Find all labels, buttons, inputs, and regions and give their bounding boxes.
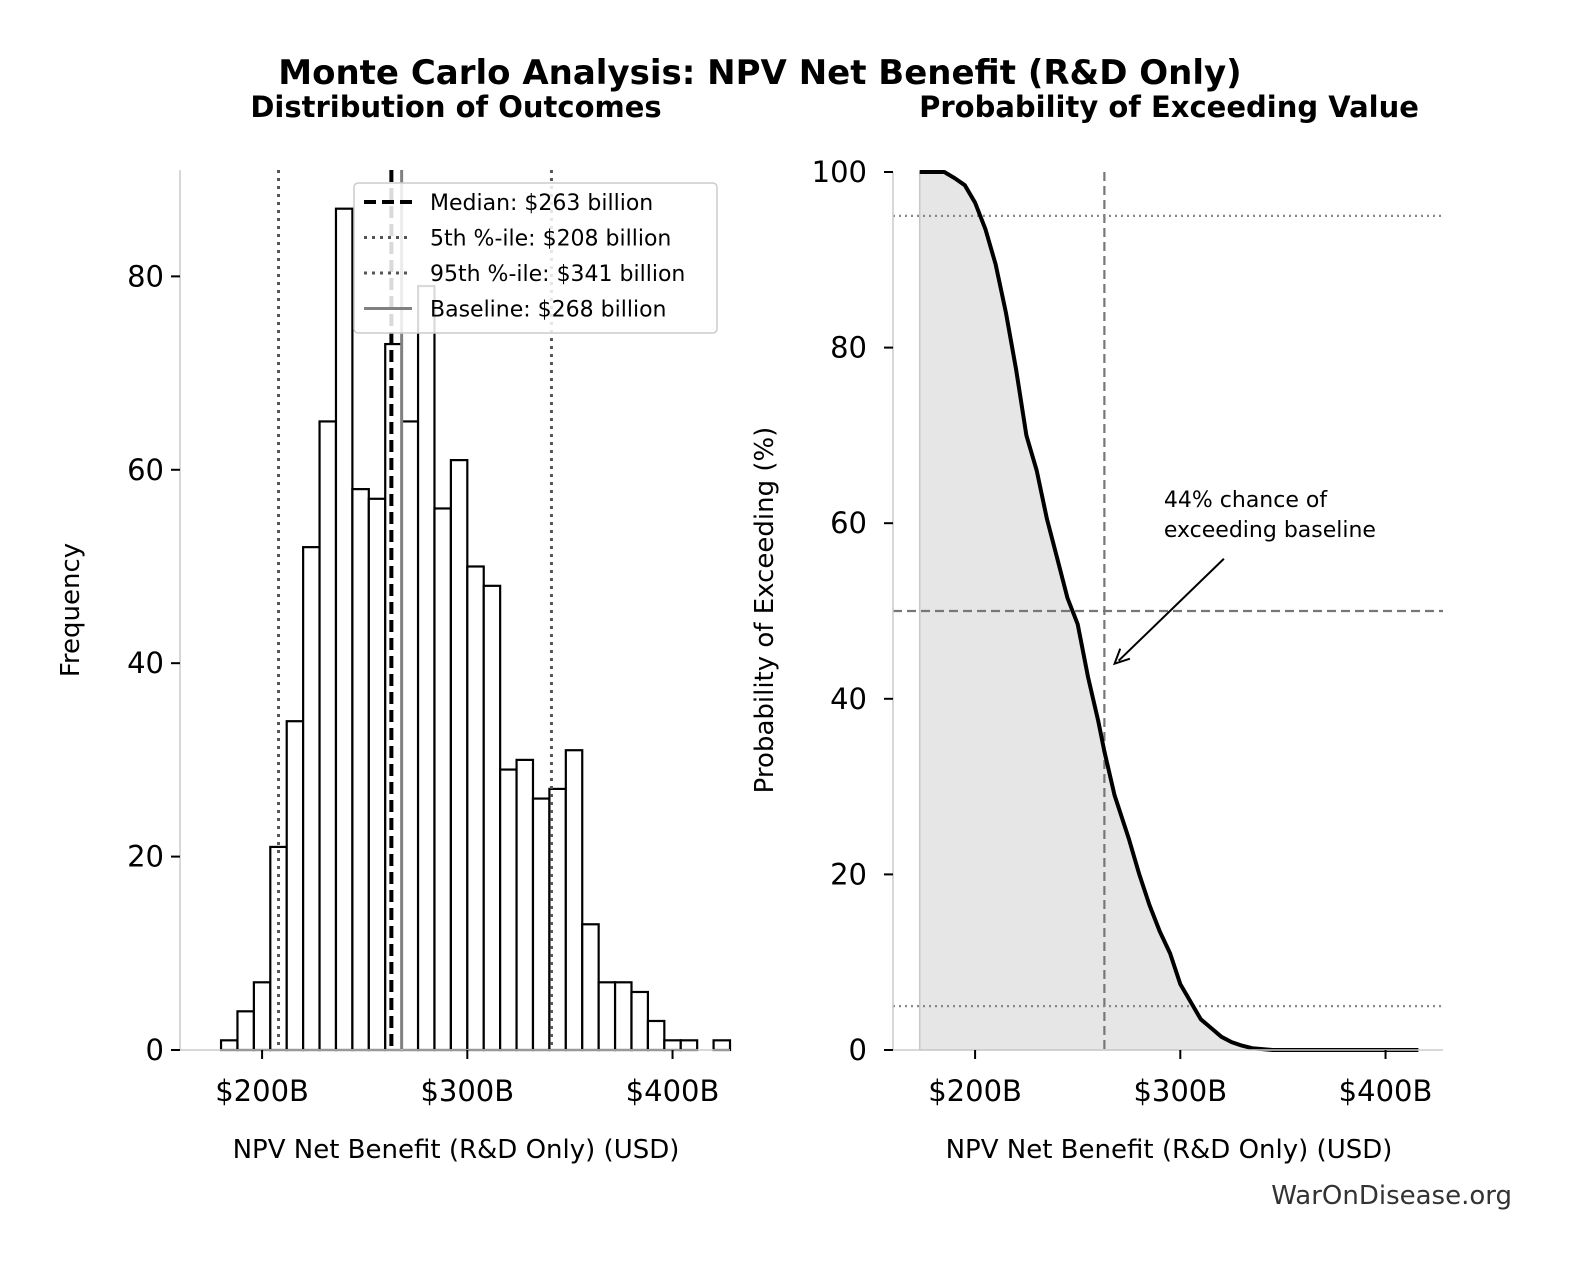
histogram-legend: Median: $263 billion 5th %-ile: $208 bill… <box>353 182 718 334</box>
histogram-bar <box>351 488 370 1052</box>
histogram-bar <box>252 981 272 1052</box>
exceedance-chart: Probability of Exceeding Value 0 20 40 60 80… <box>750 90 1443 1165</box>
histogram-legend-label: 95th %-ile: $341 billion <box>430 262 685 287</box>
histogram-bar <box>613 981 633 1052</box>
histogram-legend-label: 5th %-ile: $208 billion <box>430 227 671 252</box>
exceedance-xtick-label: $300B <box>1133 1074 1227 1108</box>
histogram-ytick-label: 0 <box>146 1033 164 1067</box>
histogram-bar <box>482 584 502 1052</box>
histogram-bar <box>663 1039 682 1052</box>
histogram-bar <box>400 420 420 1052</box>
histogram-bar <box>334 207 354 1052</box>
exceedance-ytick-label: 100 <box>812 155 867 189</box>
watermark: WarOnDisease.org <box>1271 1181 1512 1211</box>
exceedance-annotation: 44% chance of exceeding baseline <box>1112 488 1376 666</box>
exceedance-annotation-text: exceeding baseline <box>1164 518 1376 543</box>
exceedance-annotation-arrow <box>1117 558 1225 662</box>
histogram-title: Distribution of Outcomes <box>250 90 661 124</box>
exceedance-xtick-label: $400B <box>1339 1074 1433 1108</box>
histogram-bar <box>219 1039 239 1052</box>
exceedance-xtick-label: $200B <box>928 1074 1022 1108</box>
exceedance-annotation-arrowhead <box>1112 648 1131 666</box>
exceedance-ytick-label: 60 <box>830 506 867 540</box>
histogram-bar <box>433 507 452 1052</box>
histogram-bar <box>367 497 387 1052</box>
histogram-bar <box>236 1010 255 1052</box>
histogram-ytick-label: 80 <box>127 259 164 293</box>
exceedance-ytick-label: 80 <box>830 331 867 365</box>
exceedance-ylabel: Probability of Exceeding (%) <box>750 427 780 794</box>
exceedance-ytick-label: 20 <box>830 857 867 891</box>
exceedance-ytick-label: 40 <box>830 682 867 716</box>
histogram-bar <box>679 1039 699 1052</box>
histogram-ytick-label: 60 <box>127 453 164 487</box>
histogram-legend-label: Baseline: $268 billion <box>430 298 666 323</box>
histogram-bar <box>646 1019 666 1052</box>
histogram-bar <box>499 768 518 1052</box>
histogram-bar <box>302 546 321 1052</box>
histogram-bar <box>597 981 617 1052</box>
histogram-xlabel: NPV Net Benefit (R&D Only) (USD) <box>233 1135 680 1165</box>
histogram-xtick-label: $400B <box>626 1074 720 1108</box>
exceedance-annotation-text: 44% chance of <box>1164 488 1328 513</box>
figure-suptitle: Monte Carlo Analysis: NPV Net Benefit (R… <box>278 53 1241 93</box>
histogram-chart: Distribution of Outcomes 0 20 40 60 80 $200B $… <box>56 90 732 1165</box>
histogram-bar <box>531 797 551 1052</box>
histogram-bar <box>515 758 535 1052</box>
exceedance-xlabel: NPV Net Benefit (R&D Only) (USD) <box>946 1135 1393 1165</box>
histogram-ytick-label: 40 <box>127 646 164 680</box>
histogram-xtick-label: $200B <box>215 1074 309 1108</box>
exceedance-ytick-label: 0 <box>849 1033 867 1067</box>
histogram-ylabel: Frequency <box>56 543 86 677</box>
histogram-xtick-label: $300B <box>420 1074 514 1108</box>
histogram-bar <box>630 990 650 1052</box>
histogram-bar <box>581 923 600 1052</box>
histogram-legend-label: Median: $263 billion <box>430 191 653 216</box>
histogram-bars <box>219 207 732 1052</box>
histogram-bar <box>466 565 485 1052</box>
histogram-legend-box <box>353 182 718 334</box>
histogram-axes: 0 20 40 60 80 $200B $300B $400B <box>127 170 730 1108</box>
histogram-bar <box>384 342 403 1052</box>
histogram-bar <box>564 749 584 1052</box>
histogram-bar <box>449 459 469 1052</box>
exceedance-reference-lines <box>893 172 1443 1050</box>
exceedance-axes: 0 20 40 60 80 100 $200B $300B $400B <box>812 155 1443 1108</box>
histogram-bar <box>285 720 305 1052</box>
exceedance-title: Probability of Exceeding Value <box>919 90 1419 124</box>
histogram-ytick-label: 20 <box>127 840 164 874</box>
histogram-bar <box>318 420 338 1052</box>
histogram-bar <box>712 1039 732 1052</box>
histogram-bar <box>416 284 436 1052</box>
